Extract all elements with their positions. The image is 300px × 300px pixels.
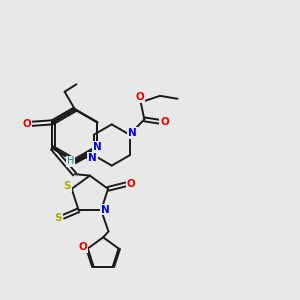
Text: N: N bbox=[101, 205, 110, 215]
Text: O: O bbox=[78, 242, 87, 252]
Text: N: N bbox=[88, 153, 97, 163]
Text: N: N bbox=[128, 128, 137, 138]
Text: O: O bbox=[22, 119, 31, 129]
Text: H: H bbox=[67, 157, 74, 166]
Text: O: O bbox=[160, 117, 169, 127]
Text: N: N bbox=[93, 142, 102, 152]
Text: O: O bbox=[135, 92, 144, 102]
Text: S: S bbox=[63, 181, 71, 191]
Text: S: S bbox=[54, 213, 62, 223]
Text: N: N bbox=[94, 143, 102, 153]
Text: O: O bbox=[126, 179, 135, 189]
